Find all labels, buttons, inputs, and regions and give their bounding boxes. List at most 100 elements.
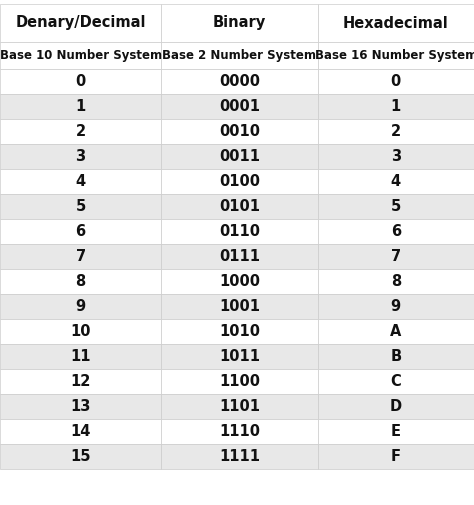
Bar xyxy=(161,4,318,42)
Bar xyxy=(0,194,161,219)
Text: 8: 8 xyxy=(75,274,86,289)
Bar xyxy=(318,269,474,294)
Text: 0100: 0100 xyxy=(219,174,260,189)
Bar xyxy=(318,344,474,369)
Text: D: D xyxy=(390,399,402,414)
Text: 0111: 0111 xyxy=(219,249,260,264)
Bar xyxy=(0,169,161,194)
Text: 3: 3 xyxy=(75,149,86,164)
Text: 5: 5 xyxy=(391,199,401,214)
Text: 1111: 1111 xyxy=(219,449,260,464)
Text: 0001: 0001 xyxy=(219,99,260,114)
Text: Base 2 Number System: Base 2 Number System xyxy=(163,49,316,62)
Text: 11: 11 xyxy=(70,349,91,364)
Text: 4: 4 xyxy=(75,174,86,189)
Text: 1: 1 xyxy=(75,99,86,114)
Bar xyxy=(161,69,318,94)
Text: 13: 13 xyxy=(71,399,91,414)
Text: 0000: 0000 xyxy=(219,74,260,89)
Bar xyxy=(0,269,161,294)
Bar xyxy=(318,194,474,219)
Bar xyxy=(318,69,474,94)
Bar xyxy=(0,244,161,269)
Text: 7: 7 xyxy=(391,249,401,264)
Text: 14: 14 xyxy=(71,424,91,439)
Bar xyxy=(161,294,318,319)
Bar xyxy=(161,269,318,294)
Text: Hexadecimal: Hexadecimal xyxy=(343,16,449,30)
Text: 0010: 0010 xyxy=(219,124,260,139)
Text: Denary/Decimal: Denary/Decimal xyxy=(15,16,146,30)
Bar xyxy=(0,219,161,244)
Text: 0110: 0110 xyxy=(219,224,260,239)
Text: 1000: 1000 xyxy=(219,274,260,289)
Bar xyxy=(161,119,318,144)
Bar xyxy=(161,169,318,194)
Bar xyxy=(0,42,161,69)
Text: 1: 1 xyxy=(391,99,401,114)
Bar xyxy=(318,369,474,394)
Text: 1101: 1101 xyxy=(219,399,260,414)
Bar xyxy=(161,244,318,269)
Bar xyxy=(318,319,474,344)
Text: Base 16 Number System: Base 16 Number System xyxy=(315,49,474,62)
Bar xyxy=(0,344,161,369)
Bar xyxy=(318,169,474,194)
Bar xyxy=(318,419,474,444)
Bar xyxy=(318,444,474,469)
Bar xyxy=(0,69,161,94)
Bar xyxy=(0,444,161,469)
Bar xyxy=(0,419,161,444)
Text: 1011: 1011 xyxy=(219,349,260,364)
Text: 1100: 1100 xyxy=(219,374,260,389)
Bar xyxy=(318,219,474,244)
Text: 9: 9 xyxy=(391,299,401,314)
Bar xyxy=(161,394,318,419)
Bar xyxy=(318,94,474,119)
Text: Base 10 Number System: Base 10 Number System xyxy=(0,49,162,62)
Bar xyxy=(161,42,318,69)
Bar xyxy=(161,419,318,444)
Bar xyxy=(318,119,474,144)
Text: 0: 0 xyxy=(391,74,401,89)
Bar xyxy=(318,244,474,269)
Bar xyxy=(0,144,161,169)
Text: 2: 2 xyxy=(391,124,401,139)
Bar xyxy=(318,4,474,42)
Bar xyxy=(318,42,474,69)
Text: E: E xyxy=(391,424,401,439)
Text: 10: 10 xyxy=(70,324,91,339)
Text: 2: 2 xyxy=(75,124,86,139)
Bar xyxy=(161,444,318,469)
Bar xyxy=(161,344,318,369)
Text: 8: 8 xyxy=(391,274,401,289)
Bar xyxy=(318,294,474,319)
Text: F: F xyxy=(391,449,401,464)
Bar xyxy=(0,294,161,319)
Text: C: C xyxy=(391,374,401,389)
Bar xyxy=(161,194,318,219)
Bar xyxy=(0,319,161,344)
Bar xyxy=(0,94,161,119)
Text: A: A xyxy=(390,324,401,339)
Text: 4: 4 xyxy=(391,174,401,189)
Text: 0011: 0011 xyxy=(219,149,260,164)
Bar xyxy=(0,119,161,144)
Text: 6: 6 xyxy=(391,224,401,239)
Text: 5: 5 xyxy=(75,199,86,214)
Text: 9: 9 xyxy=(75,299,86,314)
Text: 1110: 1110 xyxy=(219,424,260,439)
Bar xyxy=(161,369,318,394)
Bar xyxy=(0,4,161,42)
Bar xyxy=(161,144,318,169)
Bar xyxy=(318,144,474,169)
Text: B: B xyxy=(390,349,401,364)
Text: 6: 6 xyxy=(75,224,86,239)
Text: 3: 3 xyxy=(391,149,401,164)
Bar xyxy=(161,319,318,344)
Text: 0101: 0101 xyxy=(219,199,260,214)
Text: 15: 15 xyxy=(70,449,91,464)
Text: 1001: 1001 xyxy=(219,299,260,314)
Text: Binary: Binary xyxy=(213,16,266,30)
Bar xyxy=(318,394,474,419)
